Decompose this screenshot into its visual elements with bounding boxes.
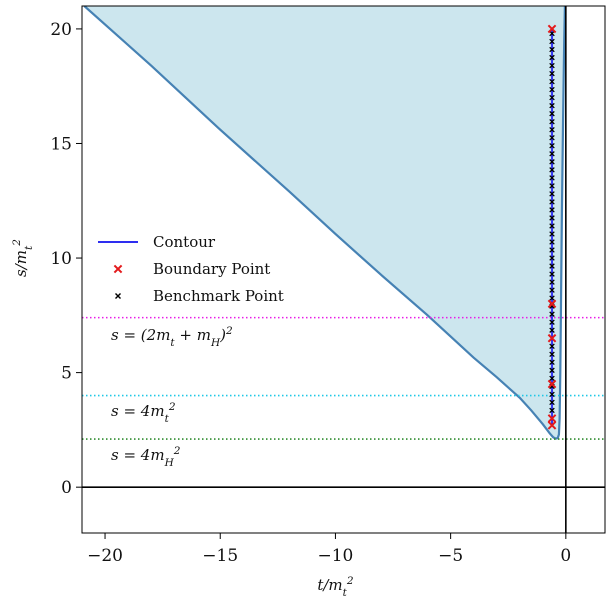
y-tick-label-4: 20 [50, 20, 72, 40]
y-tick-label-1: 5 [61, 364, 72, 384]
benchmark-point-18 [549, 271, 555, 277]
benchmark-point-22 [549, 239, 555, 245]
benchmark-point-39 [549, 102, 555, 109]
legend-swatch-boundary-point [113, 264, 123, 274]
y-tick-label-3: 15 [50, 134, 72, 154]
benchmark-point-46 [549, 46, 555, 53]
boundary-point-5 [547, 24, 557, 34]
benchmark-point-48 [549, 30, 555, 37]
x-tick-label-3: −5 [438, 546, 463, 566]
benchmark-point-26 [549, 207, 555, 213]
boundary-point-1 [547, 414, 557, 423]
benchmark-point-17 [549, 279, 555, 285]
benchmark-point-5 [549, 375, 555, 382]
benchmark-point-3 [549, 391, 555, 398]
axes: −20 −15 −10 −5 0 0 5 10 15 20 t/mt2 s/mt2 s = (2mt +… [11, 20, 571, 599]
benchmark-point-19 [549, 263, 555, 269]
plot-frame [81, 5, 606, 534]
benchmark-point-13 [549, 311, 555, 317]
annotation-2: s = 4mH2 [111, 445, 181, 469]
benchmark-point-31 [549, 167, 555, 173]
benchmark-point-38 [549, 110, 555, 117]
benchmark-point-15 [549, 295, 555, 301]
benchmark-point-44 [549, 62, 555, 69]
x-tick-label-1: −15 [202, 546, 238, 566]
benchmark-point-29 [549, 183, 555, 189]
y-tick-label-2: 10 [50, 249, 72, 269]
boundary-point-0 [547, 421, 557, 430]
benchmark-point-47 [549, 38, 555, 45]
benchmark-point-24 [549, 223, 555, 229]
benchmark-point-32 [549, 159, 555, 165]
benchmark-point-11 [549, 327, 555, 333]
legend-label-benchmark-point: Benchmark Point [153, 287, 284, 305]
benchmark-point-37 [549, 118, 555, 125]
benchmark-point-25 [549, 215, 555, 221]
plot-area [82, 6, 605, 533]
legend-label-contour: Contour [153, 233, 216, 251]
region-boundary-curve [83, 6, 567, 440]
benchmark-point-16 [549, 287, 555, 293]
benchmark-point-40 [549, 94, 555, 101]
x-tick-label-4: 0 [560, 546, 571, 566]
benchmark-point-34 [549, 143, 555, 149]
benchmark-point-1 [549, 407, 555, 414]
x-tick-label-0: −20 [87, 546, 123, 566]
benchmark-point-42 [549, 78, 555, 85]
benchmark-point-35 [549, 134, 555, 141]
y-tick-label-0: 0 [61, 478, 72, 498]
benchmark-point-8 [549, 351, 555, 358]
benchmark-point-45 [549, 54, 555, 61]
annotation-0: s = (2mt + mH)2 [111, 325, 233, 349]
x-tick-label-2: −10 [317, 546, 353, 566]
benchmark-point-20 [549, 255, 555, 261]
benchmark-point-12 [549, 319, 555, 325]
benchmark-point-23 [549, 231, 555, 237]
benchmark-point-30 [549, 175, 555, 181]
benchmark-point-27 [549, 199, 555, 205]
legend: Contour Boundary Point Benchmark Point [98, 233, 284, 305]
benchmark-point-7 [549, 359, 555, 366]
x-axis-label: t/mt2 [317, 575, 354, 599]
benchmark-point-41 [549, 86, 555, 93]
boundary-point-2 [547, 379, 557, 389]
legend-label-boundary-point: Boundary Point [153, 260, 270, 278]
boundary-point-3 [547, 333, 557, 343]
benchmark-point-9 [549, 343, 555, 350]
legend-swatch-benchmark-point [115, 293, 121, 299]
benchmark-point-36 [549, 126, 555, 133]
benchmark-point-6 [549, 367, 555, 374]
y-axis-label: s/mt2 [11, 239, 35, 277]
benchmark-point-43 [549, 70, 555, 77]
benchmark-point-33 [549, 151, 555, 157]
benchmark-point-2 [549, 399, 555, 406]
benchmark-point-28 [549, 191, 555, 197]
boundary-point-4 [547, 299, 557, 309]
annotation-1: s = 4mt2 [111, 401, 176, 425]
benchmark-point-21 [549, 247, 555, 253]
